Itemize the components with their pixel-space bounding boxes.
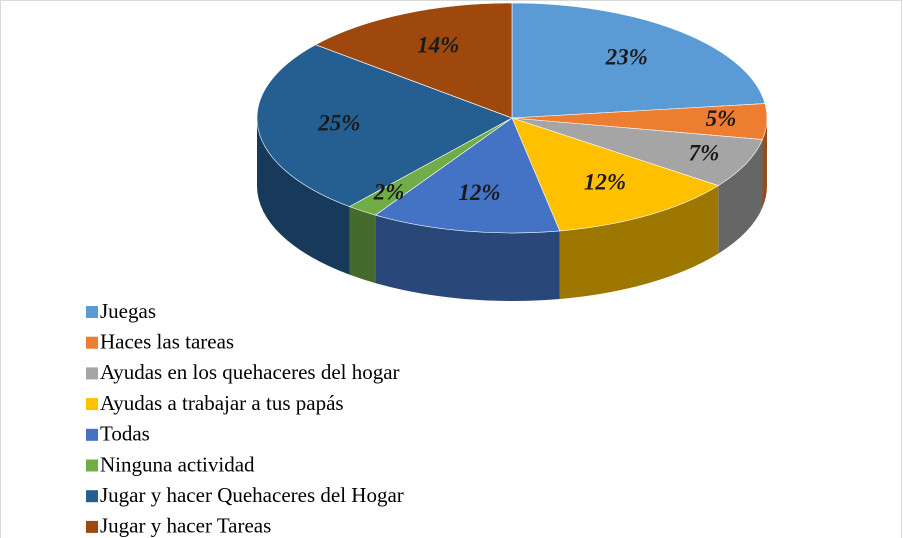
legend-swatch xyxy=(86,306,98,318)
legend-label: Juegas xyxy=(100,299,156,323)
legend-label: Ayudas en los quehaceres del hogar xyxy=(100,360,400,384)
legend-swatch xyxy=(86,398,98,411)
pie-slice xyxy=(511,117,720,232)
legend-swatch xyxy=(86,459,98,472)
legend-label: Ninguna actividad xyxy=(100,452,255,476)
legend-swatch xyxy=(86,428,98,441)
data-label: 2% xyxy=(373,180,405,205)
data-label: 7% xyxy=(689,141,720,166)
legend-swatch xyxy=(86,367,98,380)
data-label: 23% xyxy=(605,45,648,70)
data-label: 14% xyxy=(417,33,459,58)
pie-slice-side xyxy=(375,215,560,301)
legend-label: Jugar y hacer Quehaceres del Hogar xyxy=(100,483,404,507)
legend-label: Jugar y hacer Tareas xyxy=(100,514,271,538)
legend-label: Todas xyxy=(100,422,150,446)
pie-slice xyxy=(511,117,763,186)
legend-swatch xyxy=(86,490,98,503)
pie-slice xyxy=(256,44,513,207)
legend-label: Haces las tareas xyxy=(100,330,234,354)
legend-label: Ayudas a trabajar a tus papás xyxy=(100,391,344,415)
pie-slice-side xyxy=(257,118,350,275)
pie-slice-side xyxy=(559,185,719,299)
data-label: 25% xyxy=(317,111,360,136)
pie-slice xyxy=(374,117,561,234)
pie-slice-side xyxy=(718,139,763,254)
data-label: 12% xyxy=(458,180,500,205)
pie-slice xyxy=(314,2,513,119)
pie-slice-side xyxy=(762,118,767,208)
pie-slice-side xyxy=(349,206,376,284)
legend-swatch xyxy=(86,520,98,533)
data-label: 5% xyxy=(706,106,737,131)
pie-slice xyxy=(511,2,766,119)
legend-swatch xyxy=(86,336,98,349)
data-label: 12% xyxy=(584,169,626,194)
